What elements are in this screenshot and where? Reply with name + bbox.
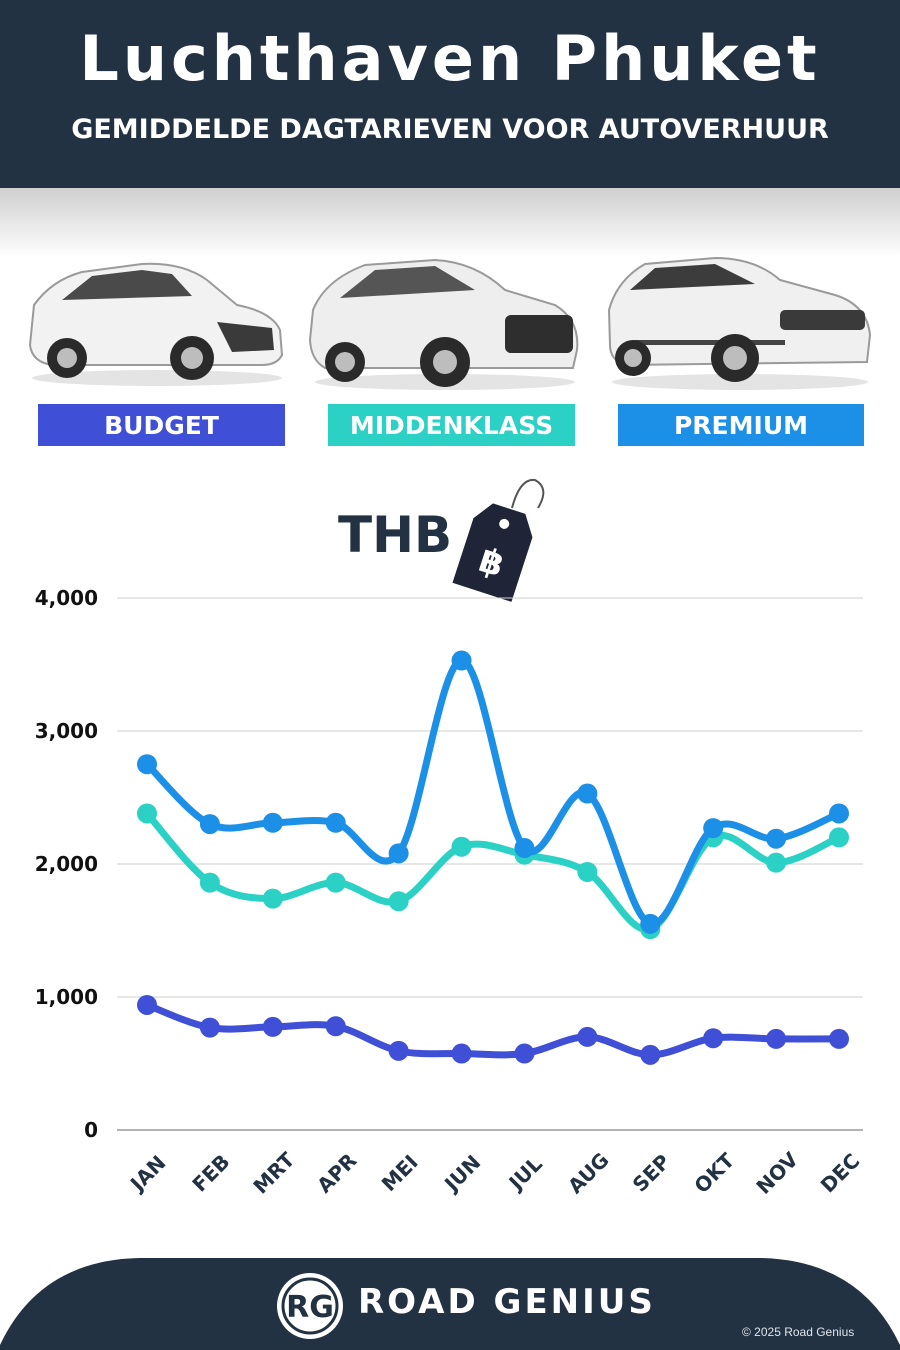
x-tick-label: MRT: [248, 1147, 299, 1198]
x-tick-label: FEB: [187, 1150, 234, 1197]
data-point-budget-jun: [451, 1043, 472, 1064]
x-tick-label: NOV: [751, 1147, 803, 1199]
midsize-badge: MIDDENKLASS: [328, 404, 575, 446]
data-point-premium-mei: [388, 843, 409, 864]
baht-price-tag-icon: ฿: [452, 478, 545, 602]
budget-badge: BUDGET: [38, 404, 285, 446]
x-tick-label: AUG: [563, 1148, 614, 1199]
data-point-middenklass-mei: [388, 891, 409, 912]
data-point-premium-jun: [451, 650, 472, 671]
data-point-middenklass-nov: [766, 852, 787, 873]
y-tick-label: 0: [84, 1118, 98, 1142]
chart-grid: [117, 597, 863, 1131]
midsize-car-image: [308, 258, 579, 390]
data-point-budget-aug: [577, 1026, 598, 1047]
data-point-middenklass-jan: [137, 803, 157, 824]
data-point-budget-dec: [829, 1028, 849, 1049]
data-point-premium-okt: [703, 818, 724, 839]
series-line-budget: [143, 1001, 843, 1059]
y-axis-labels: 0 1,000 2,000 3,000 4,000: [35, 586, 98, 1142]
x-tick-label: JUN: [438, 1150, 485, 1197]
brand-name: ROAD GENIUS: [358, 1282, 656, 1322]
data-point-middenklass-dec: [829, 827, 849, 848]
data-point-middenklass-aug: [577, 861, 598, 882]
x-tick-label: JUL: [503, 1152, 547, 1196]
y-tick-label: 1,000: [35, 985, 98, 1009]
data-point-middenklass-mrt: [262, 888, 283, 909]
budget-car-image: [28, 262, 284, 386]
y-tick-label: 4,000: [35, 586, 98, 610]
line-chart: 0 1,000 2,000 3,000 4,000 JAN FEB MRT APR MEI JUN…: [35, 586, 865, 1199]
data-point-premium-apr: [325, 812, 346, 833]
page-subtitle: GEMIDDELDE DAGTARIEVEN VOOR AUTOVERHUUR: [71, 114, 829, 145]
copyright: © 2025 Road Genius: [742, 1325, 855, 1339]
y-tick-label: 2,000: [35, 852, 98, 876]
x-tick-label: APR: [312, 1148, 361, 1197]
footer-banner: [0, 1258, 900, 1350]
x-tick-label: OKT: [689, 1148, 739, 1198]
data-point-budget-feb: [199, 1017, 220, 1038]
series-line-premium: [143, 657, 843, 928]
data-point-budget-jul: [514, 1043, 535, 1064]
data-point-middenklass-jun: [451, 836, 472, 857]
header-banner: Luchthaven Phuket GEMIDDELDE DAGTARIEVEN…: [0, 0, 900, 188]
data-point-premium-mrt: [262, 812, 283, 833]
data-point-middenklass-feb: [199, 872, 220, 893]
data-point-budget-mrt: [262, 1016, 283, 1037]
data-point-premium-nov: [766, 828, 787, 849]
data-point-budget-nov: [766, 1028, 787, 1049]
series-line-middenklass: [143, 809, 843, 933]
data-point-premium-jan: [137, 754, 157, 775]
currency-label: THB: [338, 506, 453, 564]
y-tick-label: 3,000: [35, 719, 98, 743]
x-tick-label: DEC: [816, 1149, 865, 1198]
data-point-premium-aug: [577, 783, 598, 804]
road-genius-logo-icon: RG: [277, 1273, 343, 1339]
data-point-budget-apr: [325, 1016, 346, 1037]
x-tick-label: JAN: [124, 1151, 170, 1197]
series-lines: [137, 650, 849, 1065]
data-point-budget-jan: [137, 994, 157, 1015]
data-point-budget-sep: [640, 1044, 661, 1065]
x-axis-labels: JAN FEB MRT APR MEI JUN JUL AUG SEP OKT NOV DEC: [124, 1147, 864, 1199]
premium-badge: PREMIUM: [618, 404, 864, 446]
data-point-premium-feb: [199, 814, 220, 835]
data-point-middenklass-apr: [325, 872, 346, 893]
premium-car-image: [607, 256, 872, 390]
x-tick-label: SEP: [628, 1149, 675, 1196]
data-point-premium-dec: [829, 803, 849, 824]
x-tick-label: MEI: [377, 1150, 423, 1196]
data-point-premium-jul: [514, 838, 535, 859]
page-title: Luchthaven Phuket: [79, 22, 821, 95]
data-point-budget-okt: [703, 1028, 724, 1049]
header-shadow: [0, 188, 900, 258]
data-point-budget-mei: [388, 1040, 409, 1061]
data-point-premium-sep: [640, 913, 661, 934]
logo-text: RG: [286, 1290, 334, 1325]
